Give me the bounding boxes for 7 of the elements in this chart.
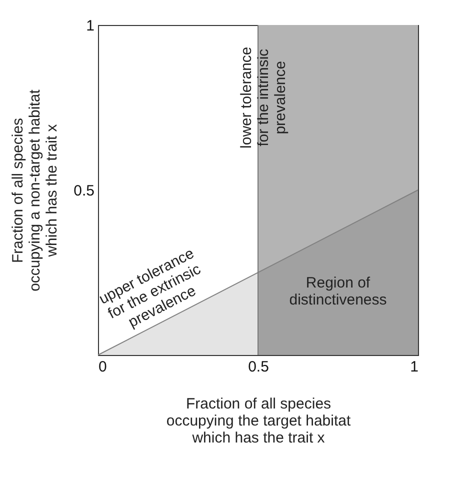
ref-line-label: lower tolerance for the intrinsic prevalence <box>238 46 289 148</box>
y-axis-title: Fraction of all species occupying a non-target habitat which has the trait x <box>10 88 61 292</box>
x-axis-title: Fraction of all species occupying the target habitat which has the trait x <box>166 396 352 446</box>
x-tick-label: 0 <box>98 358 107 376</box>
annotation: Region of distinctiveness <box>289 274 387 308</box>
x-tick-label: 1 <box>410 358 418 376</box>
x-tick-label: 0.5 <box>248 358 269 376</box>
